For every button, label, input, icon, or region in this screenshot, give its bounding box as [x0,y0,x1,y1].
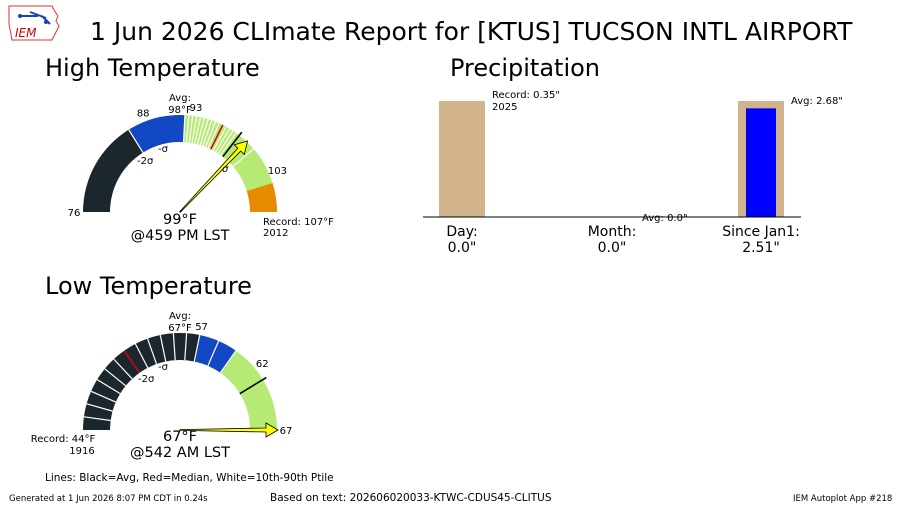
footer-app-id: IEM Autoplot App #218 [793,494,893,504]
hi-band-4 [246,182,277,212]
high-avg-label: Avg: [169,93,191,104]
hi-tick-label-1: 88 [137,109,150,120]
lo-band-1 [194,335,236,373]
high-readout: 99°F @459 PM LST [80,212,280,244]
hi-ptile-line-2 [185,115,190,143]
hi-ptile-line-5 [194,117,202,144]
lo-avg-line [239,376,267,395]
hi-avg-line [222,131,243,158]
high-temperature-title: High Temperature [45,54,260,82]
lo-ptile-line-8 [146,338,158,365]
lo-ptile-line-10 [172,333,176,361]
legend-note: Lines: Black=Avg, Red=Median, White=10th… [45,472,334,484]
lo-ptile-line-3 [96,379,121,395]
precip-record-year: 2025 [492,102,517,113]
hi-ptile-line-4 [191,116,198,144]
lo-tick-label-1: 62 [256,359,269,370]
hi-ptile-line-12 [212,126,227,151]
hi-ptile-line-9 [205,121,217,148]
hi-band-3 [233,148,273,192]
precip-category-label-0: Day: [446,224,477,240]
precip-category-label-1: Month: [588,224,637,240]
lo-ptile-line-1 [86,403,113,412]
hi-median-line [210,124,224,150]
footer-generated: Generated at 1 Jun 2026 8:07 PM CDT in 0… [9,494,208,504]
lo-band-2 [220,350,277,430]
precip-category-label-2: Since Jan1: [722,224,800,240]
hi-ptile-line-13 [215,128,231,153]
lo-ptile-line-13 [207,340,220,367]
hi-ptile-line-16 [232,148,254,167]
high-minus2sigma: -2σ [137,156,154,167]
hi-needle-arrow [179,140,249,213]
precip-value-label-2: 2.51" [742,240,780,256]
high-value: 99°F [162,212,198,228]
page-title: 1 Jun 2026 CLImate Report for [KTUS] TUC… [90,17,853,46]
lo-ptile-line-7 [134,343,149,369]
precip-month-avg: Avg: 0.0" [642,213,688,224]
high-record-label: Record: 107°F [263,217,334,228]
lo-median-line [123,350,141,374]
high-avg-value: 98°F [168,105,192,116]
low-avg-value: 67°F [168,323,192,334]
footer-source-text: Based on text: 202606020033-KTWC-CDUS45-… [270,492,552,504]
low-value: 67°F [162,429,198,445]
lo-tick-label-0: 57 [195,322,208,333]
lo-needle-arrow [179,422,279,438]
low-minus1sigma: -σ [158,362,169,373]
precip-record-label: Record: 0.35" [492,90,560,101]
hi-ptile-line-8 [202,120,213,147]
hi-ptile-line-7 [199,118,209,146]
lo-ptile-line-9 [159,334,167,362]
hi-tick-label-0: 76 [68,208,81,219]
hi-ptile-line-10 [207,123,220,149]
hi-ptile-line-1 [182,115,186,143]
high-plus1sigma: σ [222,164,229,175]
lo-ptile-line-12 [193,334,201,362]
logo-text: IEM [15,26,37,40]
low-avg-label: Avg: [169,311,191,322]
iowa-state-map-icon [8,5,60,41]
low-readout: 67°F @542 AM LST [80,429,280,461]
lo-ptile-line-2 [90,390,117,403]
precip-value-label-0: 0.0" [448,240,477,256]
lo-ptile-line-5 [113,358,133,380]
precipitation-title: Precipitation [450,54,601,82]
lo-tick-label-2: 67 [280,426,293,437]
precip-ytd-avg: Avg: 2.68" [791,96,843,107]
low-time: @542 AM LST [130,445,230,461]
lo-ptile-line-14 [219,350,237,374]
lo-ptile-line-4 [104,368,127,387]
high-time: @459 PM LST [130,228,230,244]
precip-day-record-bar [439,101,485,217]
hi-ptile-line-0 [128,129,144,153]
hi-band-1 [128,115,185,153]
hi-ptile-line-3 [188,115,194,143]
low-record-label: Record: 44°F [31,434,96,445]
hi-tick-label-3: 103 [268,166,287,177]
hi-ptile-line-6 [196,117,205,145]
hi-ptile-line-15 [220,132,237,156]
high-minus1sigma: -σ [158,144,169,155]
low-minus2sigma: -2σ [138,374,155,385]
hi-ptile-line-14 [217,130,234,154]
logo: IEM [8,5,60,41]
lo-band-0 [83,333,200,430]
high-record-year: 2012 [263,228,288,239]
low-temperature-title: Low Temperature [45,272,252,300]
low-record-year: 1916 [69,446,94,457]
hi-tick-label-2: 93 [190,103,203,114]
precip-observed-bar-2 [746,108,776,217]
lo-ptile-line-11 [184,333,188,361]
lo-ptile-line-0 [83,416,111,422]
hi-band-0 [83,129,143,212]
precip-value-label-1: 0.0" [598,240,627,256]
